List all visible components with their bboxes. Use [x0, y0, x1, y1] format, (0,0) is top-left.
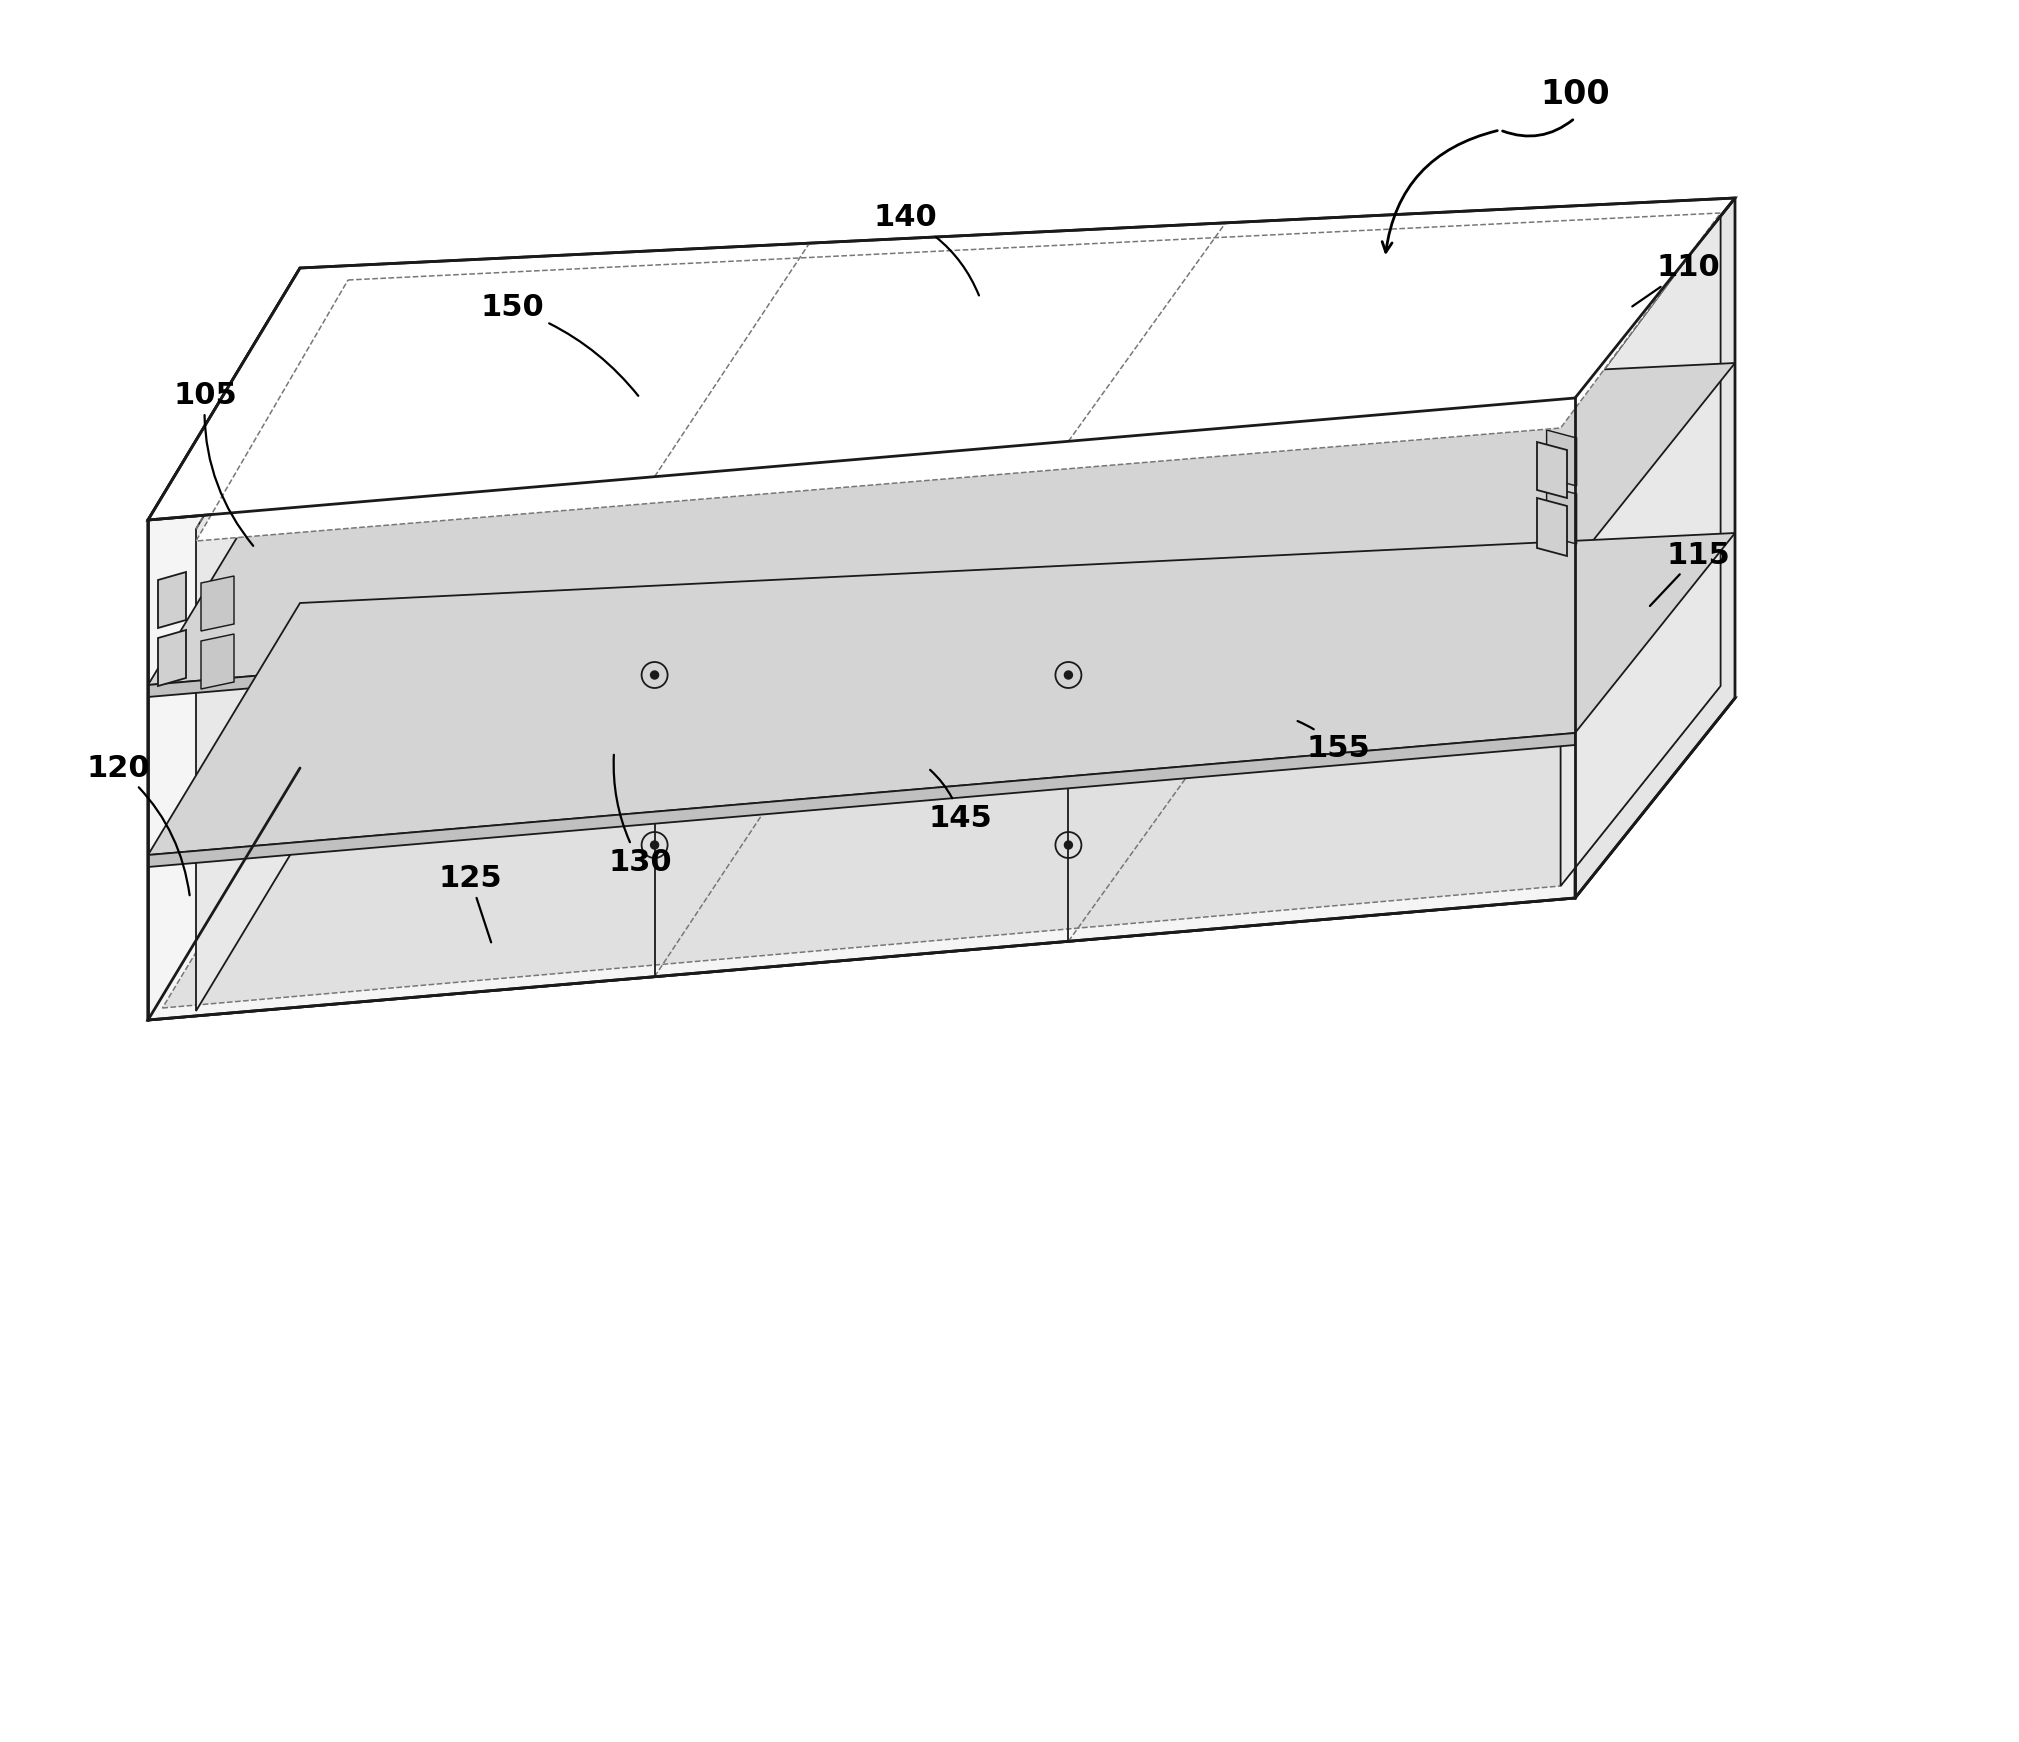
Polygon shape [1536, 498, 1567, 556]
Polygon shape [157, 571, 186, 629]
Polygon shape [202, 634, 234, 690]
Text: 120: 120 [87, 754, 190, 895]
Text: 115: 115 [1650, 540, 1730, 606]
Text: 100: 100 [1540, 78, 1609, 111]
Text: 105: 105 [174, 380, 252, 545]
FancyArrowPatch shape [1502, 120, 1573, 136]
Polygon shape [147, 699, 1734, 1021]
Circle shape [1064, 671, 1072, 679]
Polygon shape [147, 397, 1575, 1021]
Polygon shape [196, 213, 1720, 542]
Polygon shape [1547, 430, 1577, 486]
Polygon shape [1547, 486, 1577, 544]
Polygon shape [147, 733, 1575, 868]
Polygon shape [147, 362, 1734, 685]
Polygon shape [1536, 442, 1567, 498]
Circle shape [650, 841, 658, 848]
Polygon shape [1575, 199, 1734, 897]
Text: 145: 145 [929, 770, 991, 833]
Circle shape [1064, 841, 1072, 848]
Polygon shape [162, 686, 1720, 1009]
Polygon shape [1561, 213, 1720, 887]
Polygon shape [157, 631, 186, 686]
Polygon shape [147, 533, 1734, 855]
Text: 125: 125 [438, 864, 503, 942]
Polygon shape [202, 577, 234, 631]
FancyArrowPatch shape [1383, 131, 1498, 253]
Polygon shape [147, 563, 1575, 697]
Polygon shape [147, 199, 1734, 521]
Text: 150: 150 [481, 293, 638, 395]
Text: 140: 140 [872, 204, 979, 296]
Text: 155: 155 [1298, 721, 1369, 763]
Circle shape [650, 671, 658, 679]
Text: 130: 130 [608, 754, 672, 876]
Text: 110: 110 [1631, 254, 1720, 307]
Polygon shape [147, 268, 301, 1021]
Polygon shape [196, 273, 347, 1010]
